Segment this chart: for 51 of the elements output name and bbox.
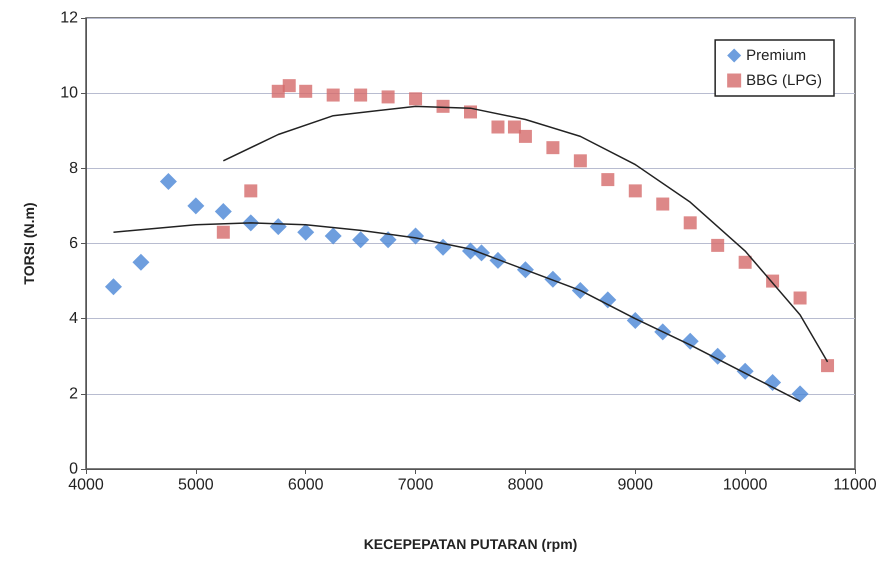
point bbox=[132, 254, 150, 271]
point bbox=[380, 231, 397, 248]
point bbox=[352, 231, 370, 248]
point bbox=[104, 278, 122, 296]
x-tick-label: 5000 bbox=[178, 476, 214, 494]
point bbox=[628, 184, 642, 198]
point bbox=[546, 141, 560, 154]
point bbox=[326, 88, 340, 102]
point bbox=[409, 92, 422, 106]
point bbox=[244, 184, 258, 198]
point bbox=[738, 256, 752, 269]
y-tick-label: 2 bbox=[69, 385, 78, 402]
point bbox=[518, 130, 532, 143]
point bbox=[656, 198, 670, 211]
point bbox=[282, 79, 296, 92]
point bbox=[382, 90, 395, 104]
x-tick-label: 6000 bbox=[288, 476, 324, 494]
point bbox=[508, 120, 521, 134]
point bbox=[324, 227, 342, 244]
legend-label: Premium bbox=[746, 47, 806, 64]
legend-label: BBG (LPG) bbox=[746, 72, 822, 89]
x-axis-title: KECEPEPATAN PUTARAN (rpm) bbox=[364, 536, 578, 552]
point bbox=[711, 238, 724, 252]
point bbox=[792, 385, 809, 402]
y-tick-label: 0 bbox=[69, 460, 78, 478]
x-tick-label: 4000 bbox=[68, 476, 104, 494]
y-tick-label: 6 bbox=[69, 235, 78, 252]
point bbox=[574, 154, 587, 168]
point bbox=[434, 238, 452, 256]
point bbox=[601, 173, 614, 186]
y-axis-title: TORSI (N.m) bbox=[21, 202, 37, 285]
x-tick-label: 11000 bbox=[833, 476, 877, 494]
y-tick-label: 10 bbox=[60, 84, 78, 102]
point bbox=[491, 120, 504, 134]
point bbox=[160, 172, 177, 190]
x-tick-label: 10000 bbox=[722, 476, 768, 494]
point bbox=[684, 216, 697, 230]
x-tick-label: 8000 bbox=[508, 476, 544, 494]
y-tick-label: 8 bbox=[69, 160, 78, 177]
y-tick-label: 4 bbox=[69, 310, 78, 328]
point bbox=[187, 197, 204, 214]
point bbox=[216, 226, 230, 239]
point bbox=[214, 203, 232, 220]
point bbox=[821, 359, 834, 372]
point bbox=[354, 88, 368, 102]
point bbox=[794, 291, 807, 304]
y-tick-label: 12 bbox=[60, 10, 78, 26]
point bbox=[299, 84, 312, 98]
x-tick-label: 9000 bbox=[617, 476, 654, 494]
point bbox=[297, 224, 314, 241]
x-tick-label: 7000 bbox=[398, 476, 434, 494]
